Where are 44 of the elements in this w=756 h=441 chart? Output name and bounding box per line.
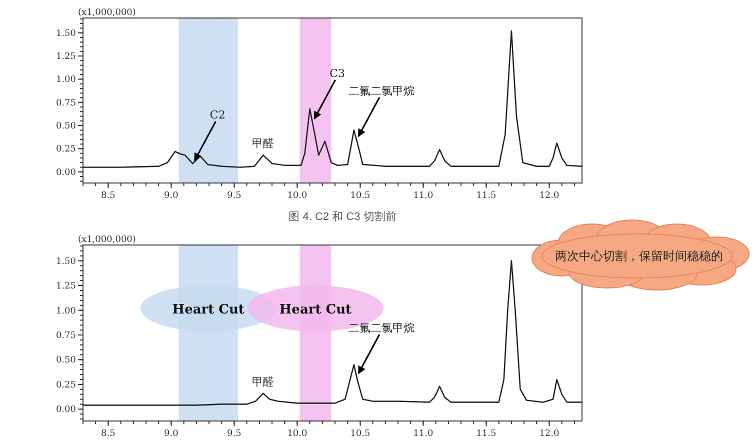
x-tick-label: 9.5: [227, 429, 242, 439]
x-tick-label: 12.0: [539, 429, 560, 439]
x-tick-label: 9.0: [164, 429, 179, 439]
y-axis-title: (x1,000,000): [78, 235, 136, 245]
annotation: 二氟二氯甲烷: [348, 322, 414, 335]
annotation: C2: [210, 108, 226, 122]
annotation: 两次中心切割，保留时间稳稳的: [555, 249, 723, 263]
x-tick-label: 8.5: [101, 429, 116, 439]
x-tick-label: 10.0: [287, 191, 308, 201]
band-label: Heart Cut: [279, 302, 352, 318]
y-tick-label: 1.25: [56, 282, 76, 292]
annotation: 甲醛: [252, 137, 274, 150]
band-label: Heart Cut: [172, 302, 244, 318]
y-tick-label: 1.50: [56, 256, 76, 267]
caption: 图 4. C2 和 C3 切割前: [288, 210, 396, 223]
x-tick-label: 11.0: [413, 429, 434, 439]
y-tick-label: 1.00: [56, 306, 76, 316]
y-tick-label: 0.25: [56, 144, 76, 155]
annotation: 甲醛: [252, 375, 274, 388]
y-tick-label: 1.00: [56, 75, 76, 86]
x-tick-label: 10.5: [350, 429, 371, 439]
y-tick-label: 0.50: [56, 122, 76, 132]
y-tick-label: 0.75: [56, 330, 76, 341]
y-axis-title: (x1,000,000): [78, 8, 136, 18]
y-tick-label: 0.00: [56, 168, 76, 178]
x-tick-label: 9.5: [227, 191, 242, 201]
y-tick-label: 0.50: [56, 356, 76, 366]
x-tick-label: 11.5: [476, 191, 497, 201]
y-tick-label: 0.00: [56, 405, 76, 416]
y-tick-label: 1.50: [56, 28, 76, 39]
y-tick-label: 1.25: [56, 52, 76, 62]
annotation: 二氟二氯甲烷: [348, 84, 414, 98]
x-tick-label: 8.5: [101, 191, 116, 201]
y-tick-label: 0.25: [56, 380, 76, 390]
line-series: [82, 30, 583, 168]
x-tick-label: 11.0: [413, 191, 434, 201]
y-tick-label: 0.75: [56, 98, 76, 108]
x-tick-label: 10.0: [287, 429, 308, 439]
x-tick-label: 10.5: [350, 191, 371, 201]
line-series: [82, 260, 583, 406]
annotation: C3: [330, 66, 346, 80]
x-tick-label: 11.5: [476, 429, 497, 439]
x-tick-label: 12.0: [539, 191, 560, 201]
x-tick-label: 9.0: [164, 191, 179, 201]
